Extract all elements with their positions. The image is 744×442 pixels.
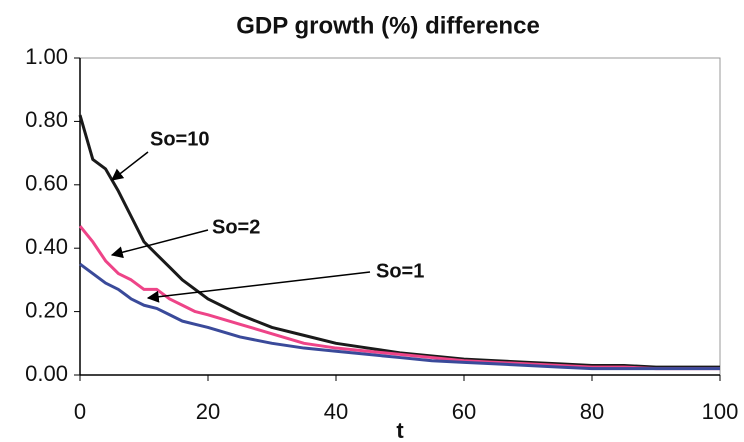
y-tick-label: 1.00 xyxy=(25,44,68,69)
x-tick-label: 80 xyxy=(580,399,604,424)
annotation-arrow xyxy=(110,229,209,259)
line-series xyxy=(79,262,720,371)
y-tick-label: 0.00 xyxy=(25,361,68,386)
x-tick-label: 100 xyxy=(702,399,739,424)
line-series xyxy=(78,114,720,369)
series-label: So=1 xyxy=(376,260,424,282)
y-tick-label: 0.60 xyxy=(25,171,68,196)
line-series xyxy=(78,225,720,371)
x-tick-label: 0 xyxy=(74,399,86,424)
annotation-arrow xyxy=(111,151,149,181)
series-label: So=10 xyxy=(150,128,209,150)
x-axis-label: t xyxy=(396,418,404,442)
x-tick-label: 20 xyxy=(196,399,220,424)
plot-frame xyxy=(79,57,721,376)
y-tick-label: 0.80 xyxy=(25,107,68,132)
annotation-arrow xyxy=(146,271,371,303)
x-tick-label: 60 xyxy=(452,399,476,424)
series-label: So=2 xyxy=(212,216,260,238)
chart-title: GDP growth (%) difference xyxy=(236,12,540,39)
y-tick-label: 0.40 xyxy=(25,234,68,259)
y-tick-label: 0.20 xyxy=(25,297,68,322)
x-tick-label: 40 xyxy=(324,399,348,424)
